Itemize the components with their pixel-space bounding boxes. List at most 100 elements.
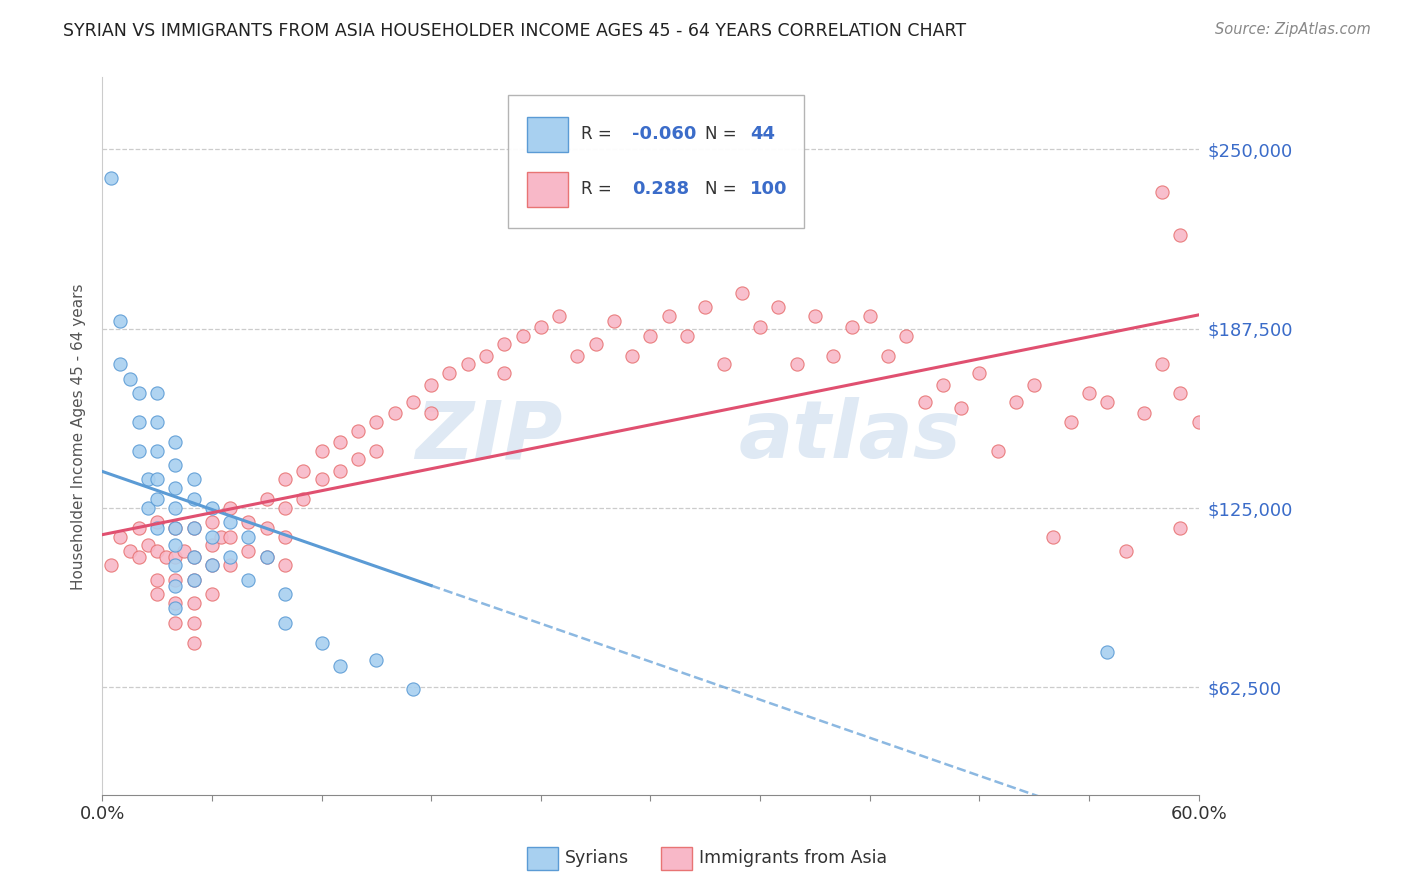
Point	[1024, 377, 1046, 392]
Point	[823, 349, 845, 363]
Y-axis label: Householder Income Ages 45 - 64 years: Householder Income Ages 45 - 64 years	[72, 283, 86, 590]
Bar	[527, 172, 568, 207]
Point	[1152, 186, 1174, 200]
Point	[256, 549, 278, 564]
Point	[183, 549, 205, 564]
Point	[183, 573, 205, 587]
Point	[110, 530, 132, 544]
Point	[155, 549, 177, 564]
Point	[146, 415, 169, 429]
Point	[494, 337, 516, 351]
Point	[402, 681, 425, 696]
Point	[1170, 228, 1192, 243]
Point	[329, 659, 352, 673]
Point	[384, 406, 406, 420]
Point	[165, 615, 187, 630]
Point	[366, 415, 388, 429]
Point	[329, 464, 352, 478]
Point	[585, 337, 607, 351]
Point	[183, 492, 205, 507]
Point	[146, 472, 169, 486]
Point	[136, 472, 159, 486]
Point	[146, 386, 169, 401]
Point	[1170, 521, 1192, 535]
Point	[183, 596, 205, 610]
Point	[165, 578, 187, 592]
Text: 100: 100	[751, 180, 787, 198]
Text: R =: R =	[582, 180, 612, 198]
Point	[347, 424, 370, 438]
Point	[749, 320, 772, 334]
Point	[1005, 394, 1028, 409]
Point	[165, 521, 187, 535]
Point	[183, 615, 205, 630]
Text: Immigrants from Asia: Immigrants from Asia	[699, 849, 887, 867]
Point	[329, 435, 352, 450]
Point	[292, 464, 315, 478]
Text: SYRIAN VS IMMIGRANTS FROM ASIA HOUSEHOLDER INCOME AGES 45 - 64 YEARS CORRELATION: SYRIAN VS IMMIGRANTS FROM ASIA HOUSEHOLD…	[63, 22, 966, 40]
Point	[165, 601, 187, 615]
Point	[219, 516, 242, 530]
Point	[219, 530, 242, 544]
Point	[1170, 386, 1192, 401]
Point	[238, 544, 260, 558]
Point	[1078, 386, 1101, 401]
Point	[1133, 406, 1156, 420]
Point	[494, 366, 516, 380]
Point	[713, 358, 735, 372]
Point	[311, 443, 333, 458]
Point	[201, 501, 224, 516]
Point	[100, 558, 122, 573]
Point	[256, 521, 278, 535]
Point	[146, 573, 169, 587]
Point	[292, 492, 315, 507]
Point	[731, 285, 754, 300]
Point	[274, 615, 297, 630]
Point	[146, 516, 169, 530]
Point	[603, 314, 626, 328]
Point	[1188, 415, 1211, 429]
Point	[274, 472, 297, 486]
Point	[201, 538, 224, 552]
Point	[136, 538, 159, 552]
Point	[201, 516, 224, 530]
Point	[786, 358, 808, 372]
Point	[914, 394, 936, 409]
Point	[110, 358, 132, 372]
Point	[969, 366, 991, 380]
Point	[877, 349, 900, 363]
Point	[136, 501, 159, 516]
Text: 0.288: 0.288	[631, 180, 689, 198]
Point	[238, 573, 260, 587]
Point	[146, 521, 169, 535]
Point	[165, 521, 187, 535]
Point	[100, 170, 122, 185]
Point	[475, 349, 498, 363]
Point	[896, 328, 918, 343]
Point	[238, 516, 260, 530]
FancyBboxPatch shape	[508, 95, 804, 228]
Point	[165, 538, 187, 552]
Point	[183, 636, 205, 650]
Point	[950, 401, 973, 415]
Text: 44: 44	[751, 125, 775, 143]
Point	[366, 443, 388, 458]
Point	[219, 501, 242, 516]
Text: N =: N =	[706, 180, 737, 198]
Point	[274, 501, 297, 516]
Point	[165, 558, 187, 573]
Point	[658, 309, 681, 323]
Point	[457, 358, 479, 372]
Point	[439, 366, 461, 380]
Text: N =: N =	[706, 125, 737, 143]
Point	[932, 377, 955, 392]
Point	[402, 394, 425, 409]
Point	[183, 521, 205, 535]
Point	[274, 530, 297, 544]
Point	[165, 549, 187, 564]
Point	[128, 386, 150, 401]
Point	[238, 530, 260, 544]
Point	[201, 558, 224, 573]
Point	[183, 573, 205, 587]
Point	[274, 558, 297, 573]
